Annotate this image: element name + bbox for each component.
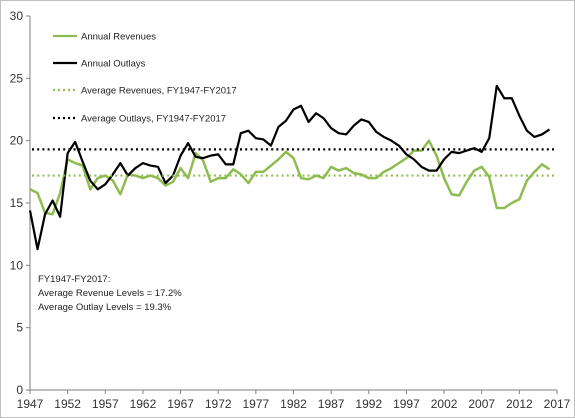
x-tick-label: 1952 <box>54 397 81 411</box>
y-tick-label: 15 <box>10 196 24 210</box>
y-tick-label: 30 <box>10 9 24 23</box>
average-revenues-fy1947-fy2017-legend-label: Average Revenues, FY1947-FY2017 <box>81 86 237 97</box>
average-outlays-fy1947-fy2017-legend-label: Average Outlays, FY1947-FY2017 <box>81 114 226 125</box>
x-tick-label: 1947 <box>17 397 44 411</box>
x-tick-label: 1997 <box>393 397 420 411</box>
x-axis-tick-labels: 1947 1952 1957 1962 1967 1972 1977 1982 1987 1992… <box>17 390 571 411</box>
y-tick-label: 20 <box>10 134 24 148</box>
x-tick-label: 1962 <box>130 397 157 411</box>
x-tick-label: 2012 <box>506 397 533 411</box>
annual-revenues-legend-label: Annual Revenues <box>81 32 156 43</box>
x-tick-label: 1972 <box>205 397 232 411</box>
y-tick-label: 0 <box>16 383 23 397</box>
y-tick-label: 25 <box>10 71 24 85</box>
legend: Annual Revenues Annual Outlays Average Rev… <box>53 32 237 125</box>
x-tick-label: 1957 <box>92 397 119 411</box>
annual-outlays-legend-label: Annual Outlays <box>81 59 146 70</box>
y-axis-tick-labels: 0 5 10 15 20 25 30 <box>10 9 30 397</box>
annotation-line: Average Revenue Levels = 17.2% <box>38 288 182 299</box>
x-tick-label: 1987 <box>318 397 345 411</box>
x-tick-label: 2017 <box>544 397 571 411</box>
y-tick-label: 10 <box>10 258 24 272</box>
series-layer <box>28 84 555 251</box>
x-tick-label: 1977 <box>243 397 270 411</box>
annual-outlays-line <box>28 84 551 251</box>
y-tick-label: 5 <box>16 321 23 335</box>
x-tick-label: 1992 <box>355 397 382 411</box>
x-tick-label: 1967 <box>167 397 194 411</box>
x-tick-label: 2002 <box>431 397 458 411</box>
annotation-line: FY1947-FY2017: <box>38 274 110 285</box>
average-levels-annotation: FY1947-FY2017: Average Revenue Levels = 1… <box>38 274 182 313</box>
axes <box>29 16 557 391</box>
annual-revenues-line <box>29 139 551 216</box>
annotation-line: Average Outlay Levels = 19.3% <box>38 302 172 313</box>
x-tick-label: 1982 <box>280 397 307 411</box>
x-tick-label: 2007 <box>468 397 495 411</box>
